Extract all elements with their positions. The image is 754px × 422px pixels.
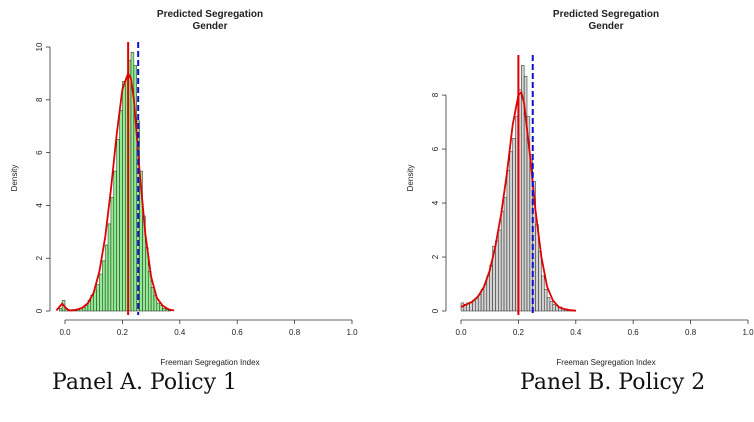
histogram-bar [483,283,488,312]
panel-b-caption: Panel B. Policy 2 [520,370,706,395]
y-tick-label: 8 [431,92,440,97]
panel-b-reference-lines [517,55,534,315]
histogram-bar [552,304,556,312]
panel-a-chart: Predicted Segregation Gender 0.0 0.2 0.4 0.… [10,9,358,367]
histogram-bar [506,170,511,312]
histogram-bar [480,289,485,312]
histogram-bar [477,294,482,312]
x-tick-label: 0.6 [628,328,640,337]
x-tick-label: 0.8 [289,328,301,337]
histogram-bar [495,240,499,312]
x-tick-label: 0.0 [59,328,71,337]
panel-a-y-axis: 0 2 4 6 8 10 [35,42,51,313]
x-tick-label: 0.0 [455,328,467,337]
x-tick-label: 0.8 [685,328,697,337]
histogram-bar [110,197,115,312]
panel-a-reference-lines [127,42,140,315]
histogram-bar [116,139,120,312]
panel-a-histogram-bars [59,52,172,312]
histogram-bar [541,275,545,312]
y-tick-label: 8 [35,97,44,102]
panel-a-x-axis: 0.0 0.2 0.4 0.6 0.8 1.0 [59,319,358,337]
panel-a-y-axis-label: Density [10,165,19,192]
histogram-bar [84,305,89,312]
panel-b-title: Predicted Segregation [553,9,659,20]
panel-b-x-axis: 0.0 0.2 0.4 0.6 0.8 1.0 [455,319,754,337]
y-tick-label: 4 [35,203,44,208]
x-tick-label: 0.6 [232,328,244,337]
histogram-bar [150,286,155,312]
histogram-bar [102,260,106,312]
y-tick-label: 4 [431,200,440,205]
histogram-bar [122,81,126,312]
y-tick-label: 6 [431,146,440,151]
y-tick-label: 6 [35,150,44,155]
panel-b-x-axis-label: Freeman Segregation Index [556,358,655,367]
histogram-bar [486,275,490,312]
histogram-bar [469,302,473,312]
histogram-bar [500,210,505,312]
panel-b-y-axis-label: Density [406,165,415,192]
histogram-bar [498,229,502,312]
density-curve [55,71,175,312]
x-tick-label: 0.4 [174,328,186,337]
panel-a-x-axis-label: Freeman Segregation Index [160,358,259,367]
density-curve [460,90,576,312]
panel-b-subtitle: Gender [588,21,623,32]
panel-b-chart: Predicted Segregation Gender 0.0 0.2 0.4 0.… [406,9,754,367]
x-tick-label: 0.4 [570,328,582,337]
histogram-bar [96,284,100,312]
panel-b-histogram-bars [460,65,577,312]
histogram-bar [489,264,493,312]
histogram-bar [509,151,513,312]
panel-a-caption: Panel A. Policy 1 [52,370,237,395]
y-tick-label: 10 [35,42,44,51]
y-tick-label: 0 [431,308,440,313]
histogram-bar [162,308,166,312]
histogram-bar [156,302,160,312]
histogram-bar [538,251,542,312]
histogram-bar [159,305,163,312]
panel-a-subtitle: Gender [192,21,227,32]
y-tick-label: 0 [35,308,44,313]
histogram-bar [512,138,516,312]
histogram-bar [104,244,109,312]
histogram-bar [503,197,508,312]
histogram-bar [543,289,548,312]
panel-b-density-curve-group [460,90,576,312]
histogram-bar [475,298,479,312]
histogram-bar [107,223,112,312]
histogram-bar [113,170,117,312]
histogram-bar [59,308,63,312]
histogram-bar [546,297,551,312]
panel-a-density-curve-group [55,71,175,312]
x-tick-label: 1.0 [742,328,754,337]
histogram-bar [119,110,123,312]
x-tick-label: 0.2 [513,328,525,337]
y-tick-label: 2 [431,254,440,259]
y-tick-label: 2 [35,255,44,260]
x-tick-label: 1.0 [346,328,358,337]
histogram-bar [549,301,554,312]
histogram-bar [99,273,103,312]
panel-b-y-axis: 0 2 4 6 8 [431,92,447,313]
x-tick-label: 0.2 [117,328,129,337]
panel-a-title: Predicted Segregation [157,9,263,20]
